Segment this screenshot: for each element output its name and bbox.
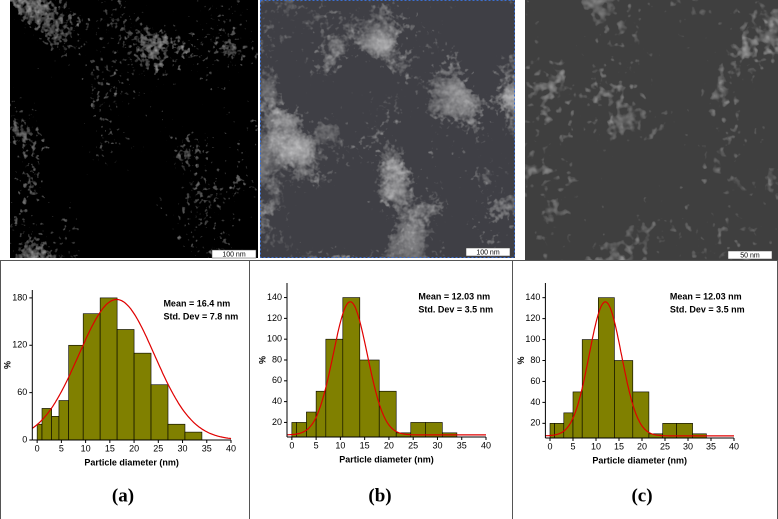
y-tick-label: 80 [530, 355, 540, 365]
scale-bar-label: 100 nm [222, 251, 246, 258]
histogram-chart: 0 5 10 15 20 25 30 35 40 20 40 60 80 100 120 140 Particl… [516, 283, 745, 506]
bar [116, 329, 135, 441]
y-tick-label: 20 [272, 417, 282, 427]
bar [36, 423, 43, 441]
x-tick-label: 15 [105, 443, 115, 453]
x-tick-label: 20 [384, 440, 394, 450]
bar [342, 297, 361, 438]
x-tick-label: 0 [547, 441, 552, 451]
bar [82, 313, 101, 441]
x-tick-label: 25 [660, 441, 670, 451]
bar [99, 297, 118, 441]
y-tick-label: 80 [272, 354, 282, 364]
fit-curve [545, 301, 734, 437]
histogram-chart: 0 5 10 15 20 25 30 35 40 20 40 60 80 100 120 140 Particl… [257, 283, 493, 506]
bar [68, 344, 84, 441]
x-tick-label: 35 [706, 441, 716, 451]
annotation: Std. Dev = 7.8 nm [163, 311, 238, 321]
x-tick-label: 25 [408, 440, 418, 450]
y-tick-label: 40 [530, 397, 540, 407]
x-tick-label: 20 [129, 443, 139, 453]
bar [184, 431, 203, 441]
y-tick-label: 180 [12, 292, 27, 302]
x-tick-label: 25 [153, 443, 163, 453]
x-tick-label: 10 [335, 440, 345, 450]
annotation: Mean = 12.03 nm [670, 291, 742, 301]
fit-curve [287, 301, 486, 436]
x-tick-label: 0 [35, 443, 40, 453]
y-tick-label: 120 [525, 313, 540, 323]
y-tick-label: 60 [272, 375, 282, 385]
x-tick-label: 5 [314, 440, 319, 450]
histogram-chart: 0 5 10 15 20 25 30 35 40 0 60 120 180 Particle diamet… [3, 290, 238, 506]
x-axis-label: Particle diameter (nm) [339, 454, 434, 464]
x-tick-label: 40 [481, 440, 491, 450]
panel-label: (c) [631, 485, 652, 506]
x-tick-label: 30 [178, 443, 188, 453]
scale-bar-label: 50 nm [740, 252, 760, 259]
x-tick-label: 10 [81, 443, 91, 453]
bar [167, 423, 186, 441]
y-axis-label: % [3, 361, 13, 369]
x-tick-label: 15 [614, 441, 624, 451]
bar [58, 400, 69, 441]
tem-image-b: 100 nm [260, 0, 515, 258]
x-tick-label: 35 [457, 440, 467, 450]
bar [41, 408, 52, 441]
bar [51, 416, 60, 441]
x-axis-label: Particle diameter (nm) [592, 455, 687, 465]
y-axis-label: % [516, 356, 526, 364]
bar [614, 360, 634, 439]
x-tick-label: 5 [59, 443, 64, 453]
x-tick-label: 20 [637, 441, 647, 451]
x-axis-label: Particle diameter (nm) [84, 457, 179, 467]
bar [325, 338, 344, 438]
scale-bar-label: 100 nm [476, 249, 500, 256]
y-tick-label: 60 [530, 376, 540, 386]
annotation: Mean = 16.4 nm [163, 298, 230, 308]
panel-label: (b) [368, 485, 391, 506]
tem-image-a: 100 nm [10, 0, 258, 258]
annotation: Std. Dev = 3.5 nm [670, 304, 745, 314]
annotation: Mean = 12.03 nm [418, 291, 490, 301]
bar [554, 423, 565, 439]
x-tick-label: 5 [570, 441, 575, 451]
bar [359, 359, 380, 438]
fit-curve [31, 298, 232, 440]
x-tick-label: 15 [360, 440, 370, 450]
y-tick-label: 140 [267, 292, 282, 302]
y-tick-label: 20 [530, 418, 540, 428]
x-tick-label: 35 [202, 443, 212, 453]
x-tick-label: 30 [432, 440, 442, 450]
y-tick-label: 120 [267, 313, 282, 323]
x-tick-label: 40 [226, 443, 236, 453]
bar [597, 297, 615, 439]
x-tick-label: 0 [289, 440, 294, 450]
x-tick-label: 10 [591, 441, 601, 451]
tem-image-c: 50 nm [525, 0, 778, 260]
y-tick-label: 100 [267, 334, 282, 344]
y-tick-label: 60 [17, 387, 27, 397]
y-tick-label: 140 [525, 292, 540, 302]
y-axis-label: % [257, 356, 267, 364]
bar [296, 422, 307, 438]
bar [581, 339, 599, 439]
annotation: Std. Dev = 3.5 nm [418, 304, 493, 314]
bar [133, 352, 152, 441]
y-tick-label: 40 [272, 396, 282, 406]
bar [150, 384, 169, 441]
x-tick-label: 40 [729, 441, 739, 451]
x-tick-label: 30 [683, 441, 693, 451]
y-tick-label: 0 [22, 434, 27, 444]
y-tick-label: 100 [525, 334, 540, 344]
y-tick-label: 120 [12, 340, 27, 350]
panel-label: (a) [112, 485, 134, 506]
